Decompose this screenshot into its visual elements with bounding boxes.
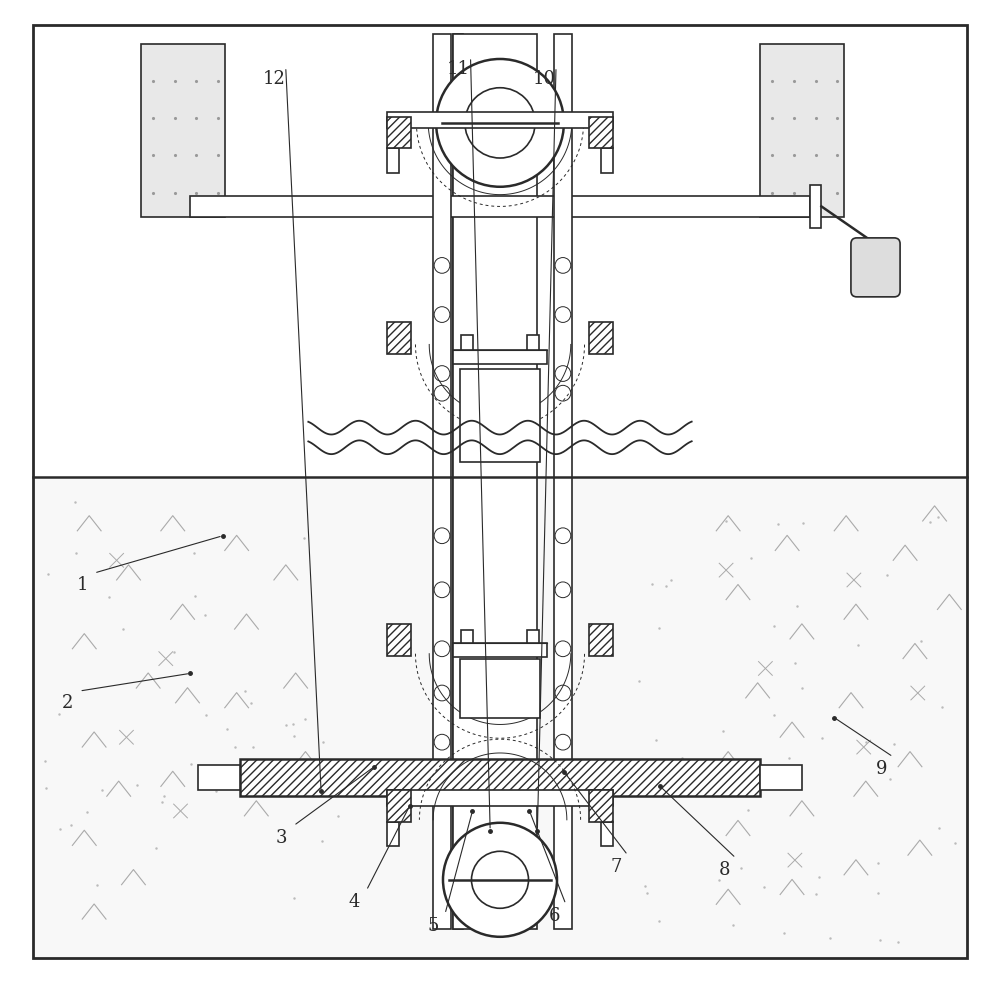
Bar: [387, 112, 613, 128]
Bar: [141, 44, 225, 217]
Circle shape: [555, 528, 571, 544]
Circle shape: [555, 258, 571, 273]
Bar: [461, 335, 473, 350]
Circle shape: [436, 59, 564, 187]
Circle shape: [555, 685, 571, 701]
FancyBboxPatch shape: [851, 238, 900, 297]
Bar: [453, 34, 463, 929]
Text: 9: 9: [876, 760, 887, 778]
Bar: [387, 790, 411, 822]
Bar: [601, 148, 613, 173]
Text: 1: 1: [76, 576, 88, 594]
Bar: [453, 643, 547, 657]
Bar: [190, 196, 810, 217]
Circle shape: [434, 641, 450, 657]
Text: 3: 3: [276, 829, 288, 846]
Circle shape: [555, 366, 571, 381]
Circle shape: [443, 823, 557, 937]
Circle shape: [465, 87, 535, 158]
Bar: [461, 630, 473, 643]
Text: 12: 12: [262, 70, 285, 87]
Circle shape: [555, 641, 571, 657]
Circle shape: [434, 258, 450, 273]
Circle shape: [434, 734, 450, 750]
Circle shape: [555, 385, 571, 401]
Circle shape: [471, 851, 529, 908]
Bar: [527, 630, 539, 643]
Bar: [433, 34, 451, 929]
Circle shape: [434, 528, 450, 544]
Circle shape: [555, 307, 571, 322]
Bar: [198, 765, 240, 790]
Bar: [460, 369, 540, 462]
Bar: [453, 34, 537, 929]
Bar: [589, 117, 613, 148]
Bar: [460, 659, 540, 718]
Bar: [33, 477, 967, 958]
Text: 7: 7: [610, 858, 622, 876]
Bar: [387, 322, 411, 354]
Circle shape: [555, 582, 571, 598]
Circle shape: [434, 385, 450, 401]
Circle shape: [434, 307, 450, 322]
Circle shape: [555, 734, 571, 750]
Bar: [453, 350, 547, 364]
Bar: [387, 624, 411, 656]
Text: 11: 11: [447, 60, 470, 78]
Circle shape: [434, 582, 450, 598]
Bar: [589, 790, 613, 822]
Bar: [387, 822, 399, 846]
Text: 4: 4: [349, 894, 360, 911]
Bar: [760, 765, 802, 790]
Text: 8: 8: [718, 861, 730, 879]
Text: 5: 5: [427, 917, 439, 935]
Bar: [810, 185, 821, 228]
Bar: [554, 34, 572, 929]
Bar: [760, 44, 844, 217]
Text: 6: 6: [548, 907, 560, 925]
Bar: [527, 335, 539, 350]
Bar: [387, 117, 411, 148]
Bar: [601, 822, 613, 846]
Bar: [387, 790, 613, 806]
Bar: [589, 322, 613, 354]
Bar: [240, 759, 760, 796]
Circle shape: [434, 366, 450, 381]
Bar: [387, 148, 399, 173]
Bar: [589, 624, 613, 656]
Text: 10: 10: [533, 70, 556, 87]
Text: 2: 2: [62, 694, 73, 712]
Circle shape: [434, 685, 450, 701]
